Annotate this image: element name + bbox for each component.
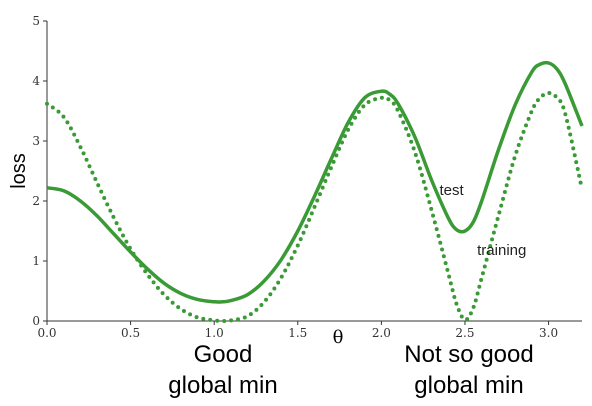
curve-label-training: training [477, 242, 526, 259]
y-tick-label: 0 [32, 314, 40, 328]
annotation-left: Good global min [168, 341, 277, 399]
curve-labels: test training [440, 182, 527, 259]
x-tick-label: 0.5 [121, 326, 140, 340]
series-line-training [45, 91, 584, 324]
y-tick-label: 1 [32, 254, 40, 268]
y-tick-label: 5 [32, 14, 40, 28]
x-tick-label: 1.0 [205, 326, 224, 340]
annotation-right: Not so good global min [404, 341, 533, 399]
y-tick-label: 2 [32, 194, 40, 208]
annotation-left-line1: Good [194, 341, 253, 368]
x-tick-label: 2.0 [372, 326, 391, 340]
annotation-left-line2: global min [168, 372, 277, 399]
y-axis-label: loss [8, 153, 30, 189]
x-tick-label: 2.5 [455, 326, 474, 340]
annotation-right-line1: Not so good [404, 341, 533, 368]
x-tick-label: 3.0 [539, 326, 558, 340]
x-ticks: 0.0 0.5 1.0 1.5 2.0 2.5 3.0 [37, 321, 558, 340]
annotation-right-line2: global min [414, 372, 523, 399]
axes [46, 21, 582, 322]
series-line-test [46, 60, 584, 304]
series-group [45, 60, 584, 324]
x-axis-label: θ [333, 327, 344, 348]
y-ticks: 0 1 2 3 4 5 [32, 14, 47, 328]
x-tick-label: 1.5 [288, 326, 307, 340]
curve-label-test: test [440, 182, 465, 199]
y-tick-label: 4 [32, 74, 40, 88]
x-tick-label: 0.0 [37, 326, 56, 340]
y-tick-label: 3 [32, 134, 40, 148]
